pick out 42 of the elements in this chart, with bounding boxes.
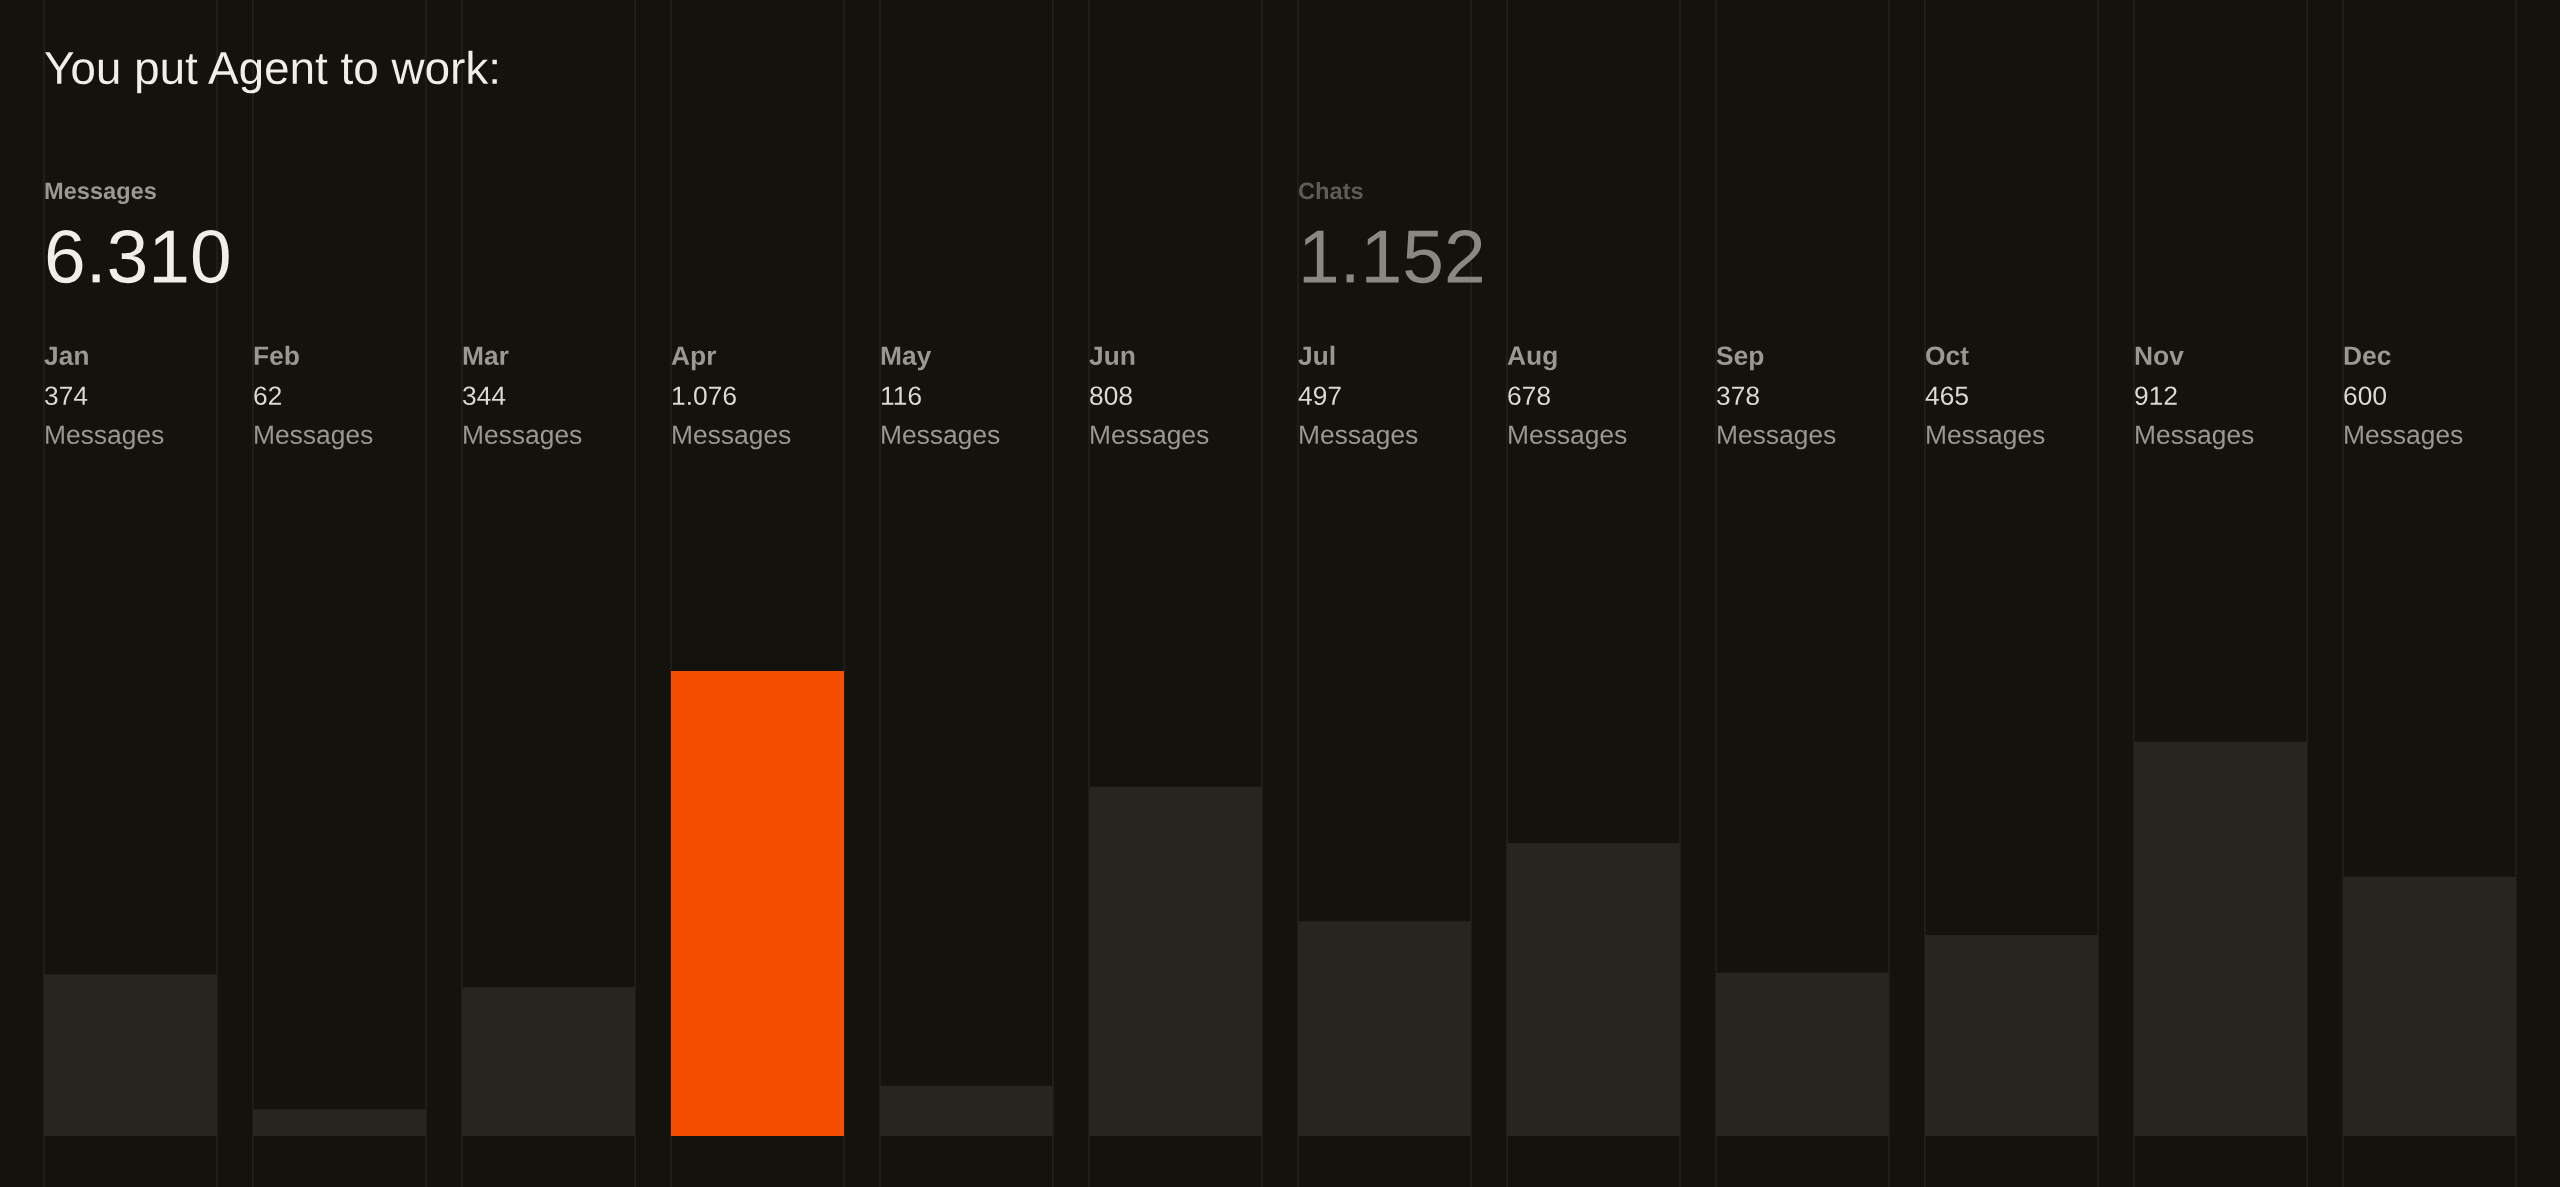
x-tick-label: Sep — [1716, 346, 1764, 371]
chart-title: You put Agent to work: — [45, 50, 497, 94]
text: Messages — [882, 425, 1000, 450]
text: Messages — [255, 425, 373, 450]
text: Messages — [1927, 425, 2045, 450]
data-label: 912 — [2135, 386, 2177, 406]
data-label: 374 — [45, 386, 88, 406]
data-label: 62 — [254, 386, 282, 406]
text: 6.310 — [47, 230, 229, 284]
x-tick-label: Apr — [671, 346, 717, 371]
bar — [671, 671, 844, 1136]
data-label: 378 — [1717, 386, 1759, 406]
x-tick-label: Aug — [1507, 346, 1557, 371]
x-tick-label: Dec — [2344, 346, 2391, 366]
data-label: 678 — [1508, 386, 1550, 406]
data-label: 344 — [463, 386, 506, 406]
data-label: 116 — [882, 386, 921, 406]
x-tick-label: Jan — [44, 346, 88, 366]
x-tick-label: Jul — [1298, 345, 1335, 366]
data-label: 465 — [1925, 386, 1968, 406]
text: Chats — [1298, 182, 1363, 200]
x-tick-label: Feb — [254, 345, 299, 366]
text: Messages — [464, 425, 582, 450]
x-tick-label: Mar — [463, 346, 509, 366]
x-tick-label: May — [881, 346, 932, 371]
x-tick-label: Jun — [1089, 346, 1135, 366]
text: 1.152 — [1303, 230, 1482, 284]
data-label: 1.076 — [673, 386, 736, 406]
text: Messages — [2136, 425, 2254, 450]
text: Messages — [46, 425, 164, 450]
text: Messages — [1300, 425, 1418, 450]
data-label: 497 — [1298, 386, 1341, 406]
text: Messages — [2345, 425, 2463, 450]
x-tick-label: Nov — [2135, 346, 2184, 366]
x-tick-label: Oct — [1926, 346, 1969, 366]
data-label: 600 — [2344, 386, 2386, 406]
text: Messages — [1718, 425, 1836, 450]
text: Messages — [673, 425, 791, 450]
text: Messages — [1091, 425, 1209, 450]
text: Messages — [45, 182, 156, 205]
text: Messages — [1509, 425, 1627, 450]
data-label: 808 — [1090, 386, 1132, 406]
